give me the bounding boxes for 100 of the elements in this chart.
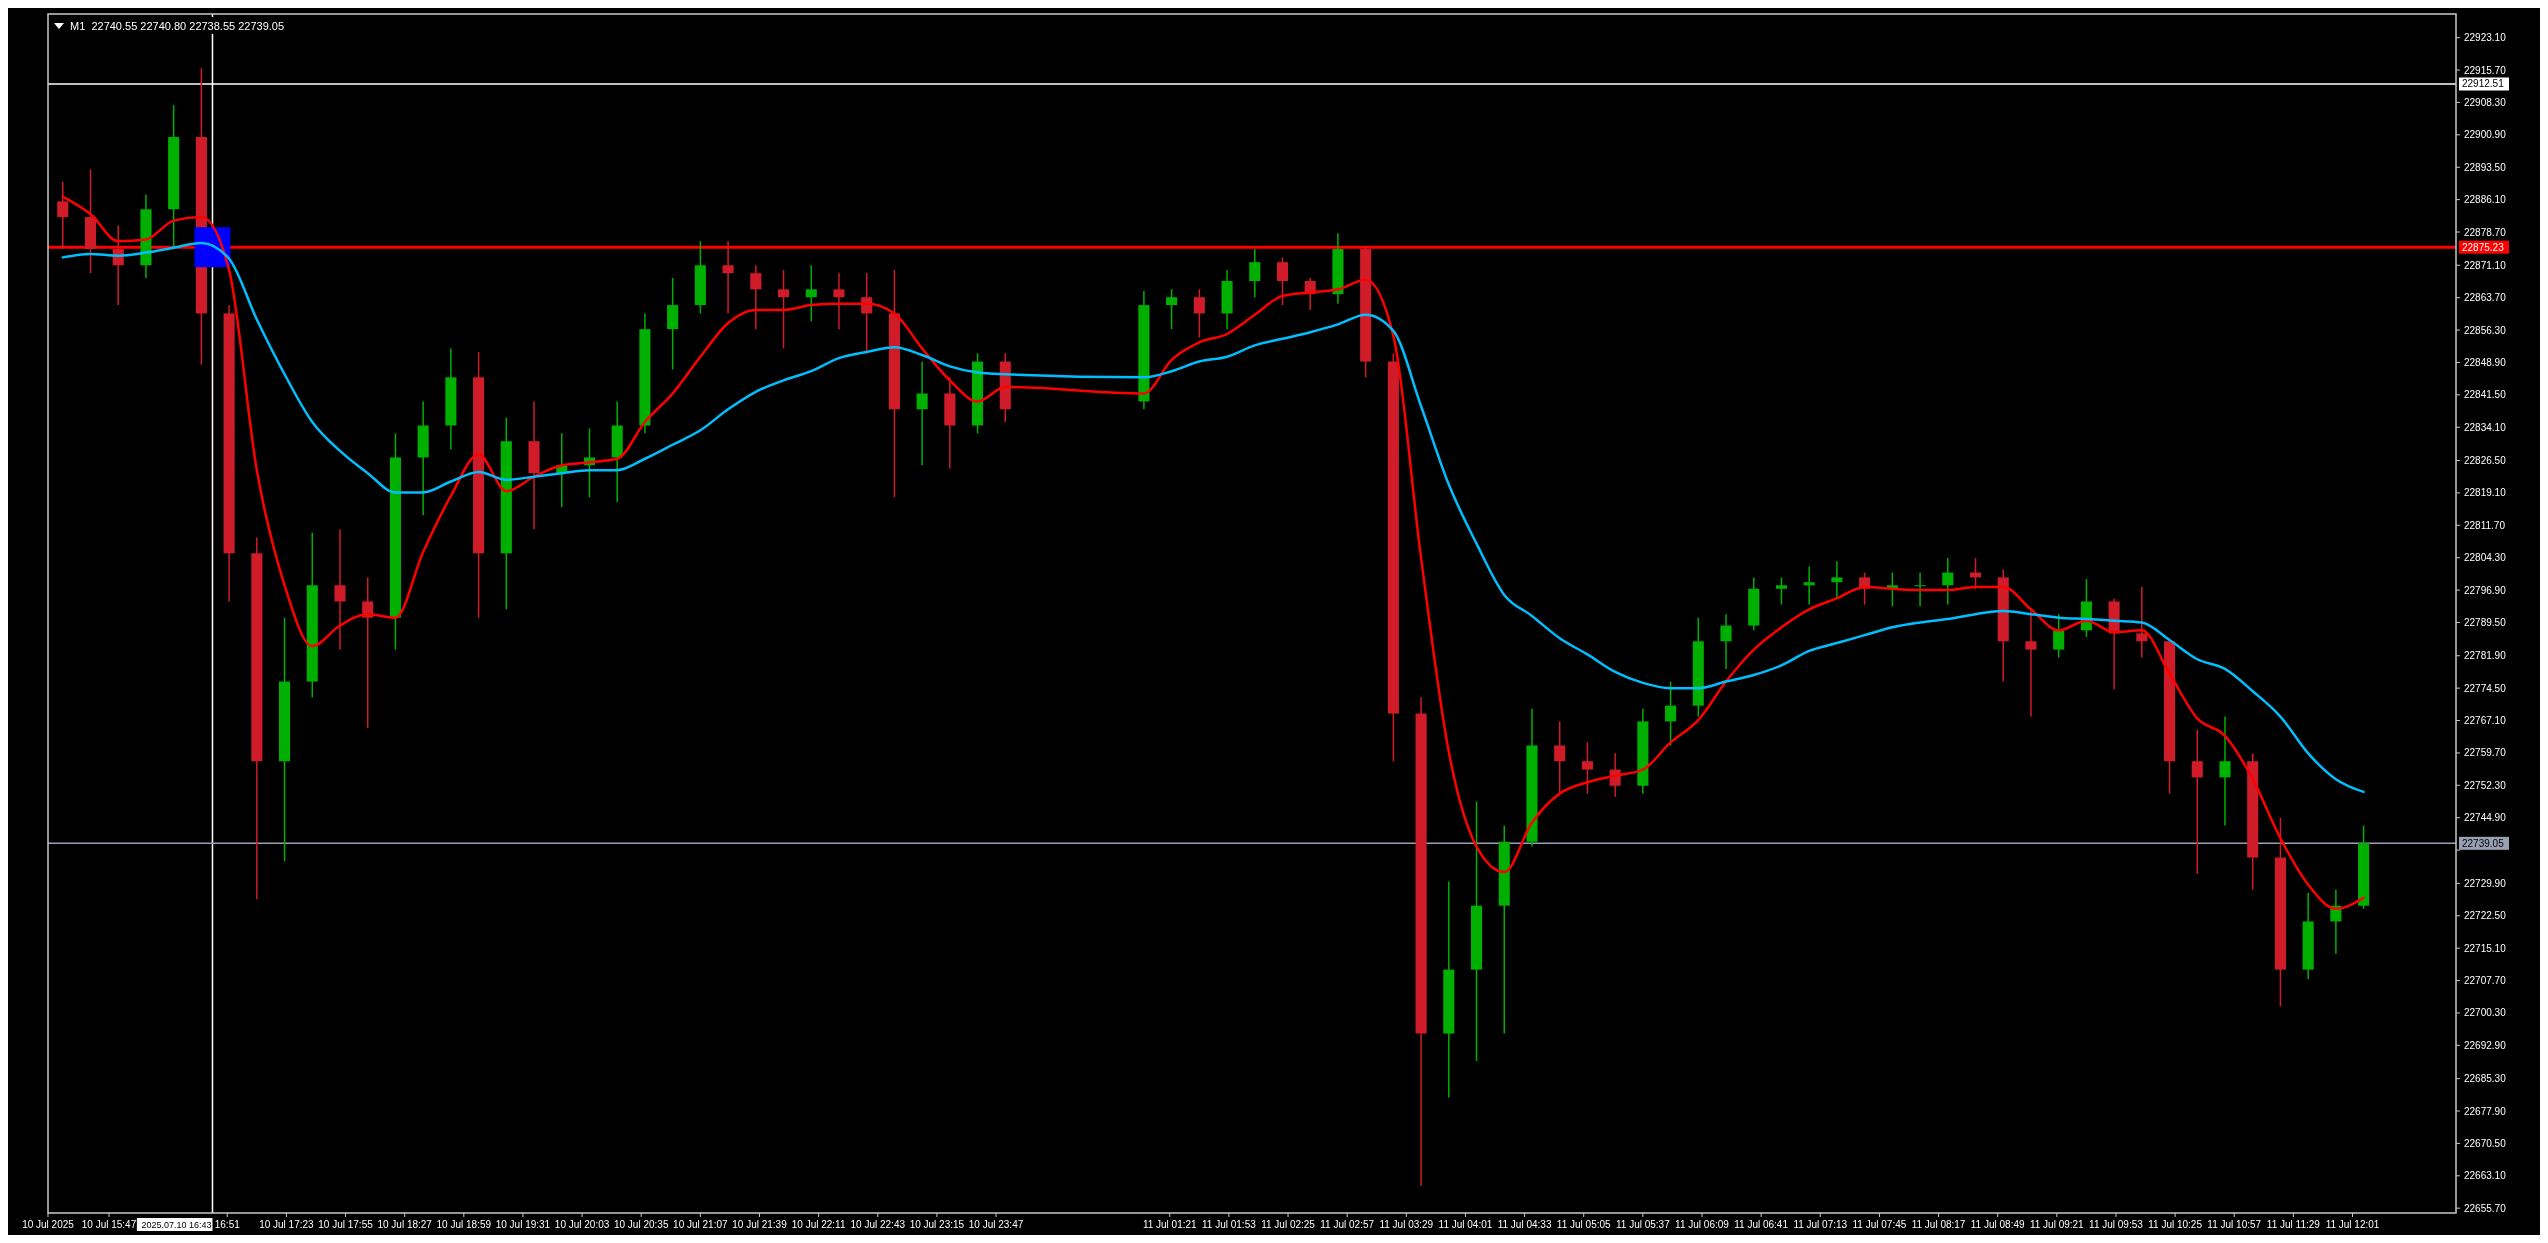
- x-tick-label: 16:51: [214, 1219, 241, 1230]
- candlestick: [722, 240, 734, 315]
- y-tick-label: 22722.50: [2464, 910, 2507, 922]
- x-tick-label: 10 Jul 21:07: [673, 1219, 729, 1230]
- y-tick-label: 22700.30: [2464, 1007, 2507, 1019]
- y-tick-label: 22663.10: [2464, 1170, 2507, 1182]
- y-tick-label: 22841.50: [2464, 389, 2507, 401]
- x-tick-label: 11 Jul 11:29: [2266, 1219, 2321, 1230]
- y-tick-label: 22677.90: [2464, 1105, 2507, 1117]
- x-tick-label: 11 Jul 07:13: [1793, 1219, 1848, 1230]
- candlestick: [1831, 560, 1843, 600]
- y-tick-label: 22752.30: [2464, 779, 2507, 791]
- x-tick-label: 10 Jul 20:03: [554, 1219, 610, 1230]
- candlestick: [805, 264, 817, 323]
- y-tick-label: 22826.50: [2464, 455, 2507, 467]
- x-tick-label: 11 Jul 04:33: [1497, 1219, 1552, 1230]
- y-tick-label: 22796.90: [2464, 584, 2507, 596]
- x-tick-label: 10 Jul 17:55: [318, 1219, 374, 1230]
- x-tick-label: 10 Jul 23:47: [968, 1219, 1024, 1230]
- y-tick-label: 22871.10: [2464, 259, 2507, 271]
- x-tick-label: 10 Jul 19:31: [495, 1219, 551, 1230]
- x-tick-label: 11 Jul 05:05: [1556, 1219, 1612, 1230]
- candlestick: [916, 360, 928, 467]
- x-tick-label: 10 Jul 22:43: [850, 1219, 906, 1230]
- x-tick-label: 11 Jul 10:57: [2207, 1219, 2262, 1230]
- y-tick-label: 22923.10: [2464, 32, 2507, 44]
- ref-line-label: 22875.23: [2462, 241, 2505, 253]
- y-tick-label: 22692.90: [2464, 1039, 2507, 1051]
- x-tick-label: 11 Jul 05:37: [1615, 1219, 1671, 1230]
- y-tick-label: 22804.30: [2464, 552, 2507, 564]
- x-tick-label: 10 Jul 21:39: [732, 1219, 788, 1230]
- y-tick-label: 22670.50: [2464, 1137, 2507, 1149]
- x-tick-label: 11 Jul 07:45: [1852, 1219, 1907, 1230]
- candlestick: [777, 269, 790, 350]
- x-tick-label: 11 Jul 08:49: [1970, 1219, 2025, 1230]
- x-tick-label: 11 Jul 08:17: [1911, 1219, 1966, 1230]
- y-tick-label: 22878.70: [2464, 226, 2507, 238]
- x-tick-label: 10 Jul 15:47: [81, 1219, 137, 1230]
- candlestick: [1942, 557, 1954, 606]
- candlestick: [2191, 728, 2203, 875]
- line-series: [61, 241, 2365, 794]
- ref-line-label: 22912.51: [2462, 78, 2505, 90]
- y-tick-label: 22767.10: [2464, 715, 2507, 727]
- x-tick-label: 11 Jul 06:41: [1734, 1219, 1789, 1230]
- x-tick-label: 11 Jul 10:25: [2148, 1219, 2203, 1230]
- candlestick: [2025, 608, 2037, 718]
- y-tick-label: 22900.90: [2464, 129, 2507, 141]
- y-tick-label: 22774.50: [2464, 682, 2507, 694]
- y-tick-label: 22819.10: [2464, 487, 2507, 499]
- x-tick-label: 11 Jul 03:29: [1379, 1219, 1434, 1230]
- x-tick-label: 11 Jul 06:09: [1675, 1219, 1730, 1230]
- x-tick-label: 10 Jul 22:11: [791, 1219, 846, 1230]
- x-tick-label: 11 Jul 04:01: [1438, 1219, 1493, 1230]
- x-tick-label: 10 Jul 20:35: [613, 1219, 669, 1230]
- x-tick-label: 11 Jul 12:01: [2325, 1219, 2380, 1230]
- candlestick: [2053, 613, 2065, 659]
- candlestick: [57, 181, 69, 250]
- x-tick-label: 10 Jul 18:59: [436, 1219, 492, 1230]
- ref-line-label: 2025.07.10 16:43: [141, 1220, 212, 1230]
- y-tick-label: 22848.90: [2464, 356, 2507, 368]
- candlestick: [750, 264, 762, 330]
- candlestick: [1249, 248, 1261, 298]
- x-tick-label: 11 Jul 02:25: [1261, 1219, 1316, 1230]
- x-tick-label: 10 Jul 23:15: [909, 1219, 965, 1230]
- y-tick-label: 22908.30: [2464, 96, 2507, 108]
- x-tick-label: 10 Jul 2025: [22, 1219, 75, 1230]
- x-tick-label: 11 Jul 01:21: [1142, 1219, 1198, 1230]
- y-tick-label: 22834.10: [2464, 421, 2507, 433]
- candlestick: [2219, 715, 2231, 827]
- y-tick-label: 22685.30: [2464, 1073, 2507, 1085]
- candlestick: [1193, 288, 1205, 339]
- candlestick: [1554, 720, 1566, 795]
- y-tick-label: 22886.10: [2464, 194, 2507, 206]
- ref-line-label: 22739.05: [2462, 837, 2505, 849]
- candlestick: [1665, 680, 1677, 747]
- y-tick-label: 22863.70: [2464, 292, 2507, 304]
- candlestick: [1720, 613, 1732, 670]
- candlestick: [334, 528, 346, 651]
- x-tick-label: 11 Jul 02:57: [1320, 1219, 1375, 1230]
- x-tick-label: 10 Jul 18:27: [377, 1219, 433, 1230]
- x-tick-label: 11 Jul 01:53: [1202, 1219, 1257, 1230]
- candlestick: [1581, 741, 1593, 795]
- y-tick-label: 22811.70: [2464, 519, 2506, 531]
- y-tick-label: 22715.10: [2464, 942, 2507, 954]
- candlestick: [1803, 565, 1815, 606]
- y-tick-label: 22893.50: [2464, 161, 2507, 173]
- candlestick: [1276, 256, 1289, 306]
- text: M1 22740.55 22740.80 22738.55 22739.05: [70, 20, 285, 32]
- y-tick-label: 22744.90: [2464, 812, 2507, 824]
- x-tick-label: 10 Jul 17:23: [259, 1219, 315, 1230]
- y-tick-label: 22759.70: [2464, 747, 2507, 759]
- candlestick: [1166, 288, 1178, 330]
- x-tick-label: 11 Jul 09:53: [2089, 1219, 2144, 1230]
- y-tick-label: 22781.90: [2464, 650, 2507, 662]
- candlestick: [2136, 586, 2148, 659]
- y-tick-label: 22789.50: [2464, 616, 2507, 628]
- y-tick-label: 22729.90: [2464, 877, 2507, 889]
- x-tick-label: 11 Jul 09:21: [2029, 1219, 2085, 1230]
- y-tick-label: 22915.70: [2464, 64, 2507, 76]
- candlestick: [1775, 576, 1788, 606]
